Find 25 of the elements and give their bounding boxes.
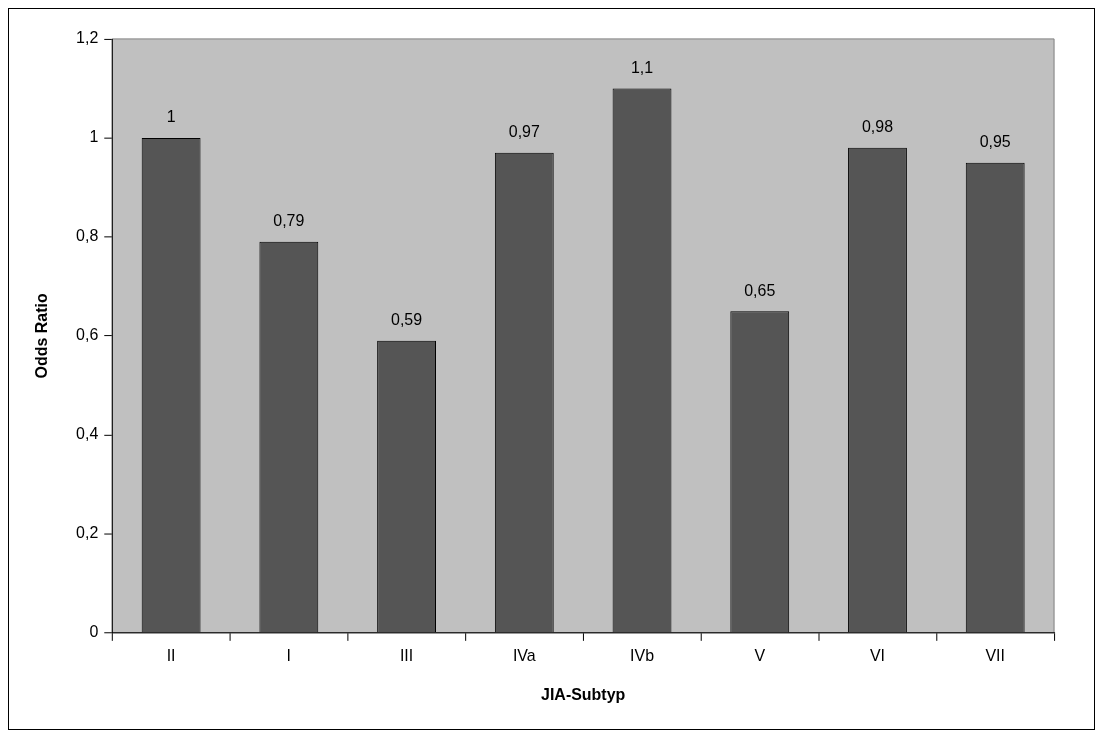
data-label: 0,59 — [391, 311, 423, 329]
data-label: 0,79 — [273, 212, 305, 230]
y-tick-label: 0 — [89, 623, 99, 641]
data-label: 0,97 — [508, 123, 540, 141]
data-label: 0,95 — [979, 133, 1011, 151]
y-tick-label: 0,2 — [76, 524, 99, 542]
x-tick-label: V — [754, 646, 766, 664]
x-tick-label: III — [399, 646, 414, 664]
x-tick-label: II — [166, 646, 176, 664]
x-tick-label: VI — [869, 646, 886, 664]
y-tick-label: 0,8 — [76, 227, 99, 245]
data-label: 1,1 — [630, 58, 654, 76]
y-tick-label: 1,2 — [76, 29, 99, 47]
data-label: 0,98 — [861, 118, 894, 136]
x-tick-label: IVb — [630, 646, 655, 664]
y-axis-title: Odds Ratio — [32, 293, 50, 379]
y-tick-label: 0,4 — [76, 425, 99, 443]
data-label: 1 — [166, 108, 176, 126]
x-axis-title: JIA-Subtyp — [541, 685, 626, 703]
y-tick-label: 1 — [89, 128, 99, 146]
data-label: 0,65 — [744, 281, 776, 299]
y-tick-label: 0,6 — [76, 326, 99, 344]
x-tick-label: I — [286, 646, 292, 664]
x-tick-label: IVa — [512, 646, 536, 664]
x-tick-label: VII — [985, 646, 1005, 664]
